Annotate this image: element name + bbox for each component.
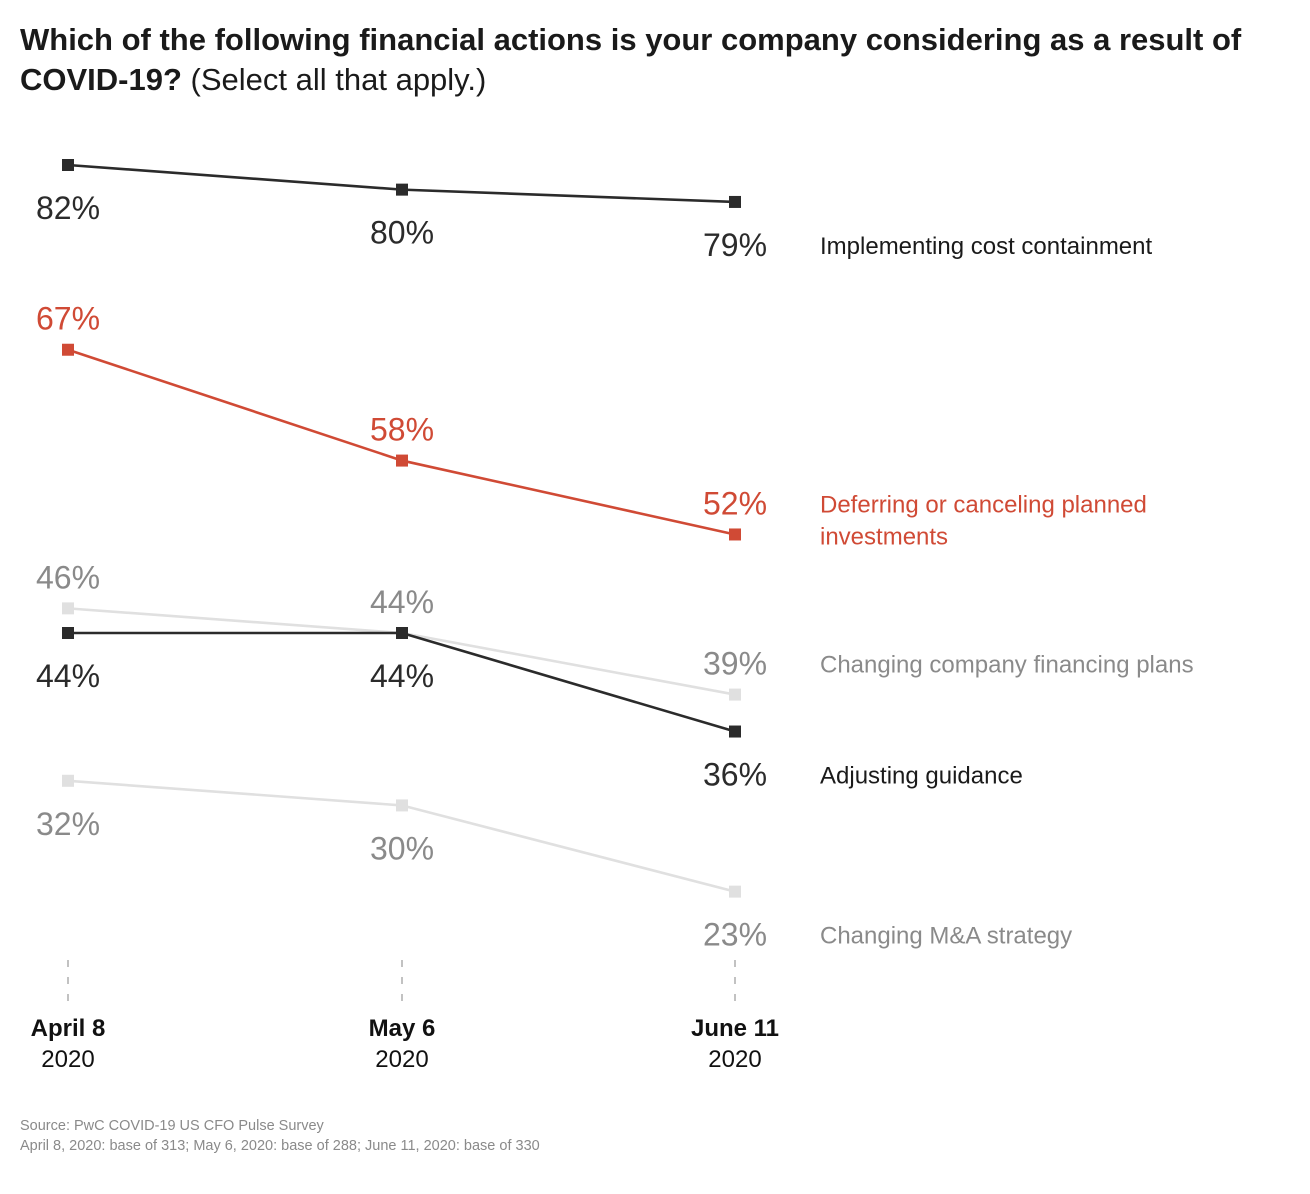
data-label: 39% (703, 646, 767, 682)
data-point-marker (729, 688, 741, 701)
data-label: 46% (36, 559, 100, 595)
series-legend-label: investments (820, 523, 948, 550)
data-point-marker (62, 627, 74, 640)
data-point-marker (62, 602, 74, 615)
data-label: 52% (703, 485, 767, 521)
data-point-marker (396, 799, 408, 812)
source-note: Source: PwC COVID-19 US CFO Pulse Survey… (20, 1116, 540, 1156)
series-line (67, 163, 736, 204)
series-legend-label: Changing M&A strategy (820, 923, 1072, 950)
data-point-marker (729, 725, 741, 738)
data-label: 82% (36, 190, 100, 226)
data-label: 44% (370, 658, 434, 694)
series-legend-label: Changing company financing plans (820, 652, 1194, 679)
data-label: 44% (36, 658, 100, 694)
chart-title-main: Which of the following financial actions… (20, 22, 1242, 97)
series-legend-label: Adjusting guidance (820, 763, 1023, 790)
chart-title: Which of the following financial actions… (20, 20, 1300, 100)
data-label: 44% (370, 584, 434, 620)
data-point-marker (62, 774, 74, 787)
data-point-marker (62, 343, 74, 356)
data-label: 23% (703, 917, 767, 953)
x-tick-label: June 11 (691, 1015, 779, 1042)
series-legend-label: Implementing cost containment (820, 233, 1153, 260)
data-label: 36% (703, 757, 767, 793)
series-legend-label: Deferring or canceling planned (820, 491, 1147, 518)
x-tick-year: 2020 (41, 1046, 94, 1073)
data-point-marker (396, 627, 408, 640)
data-point-marker (729, 885, 741, 898)
source-line: Source: PwC COVID-19 US CFO Pulse Survey (20, 1118, 324, 1134)
data-label: 58% (370, 412, 434, 448)
chart-subtitle: (Select all that apply.) (181, 62, 487, 97)
data-label: 80% (370, 215, 434, 251)
data-point-marker (396, 183, 408, 196)
data-label: 32% (36, 806, 100, 842)
x-tick-label: May 6 (369, 1015, 436, 1042)
data-point-marker (62, 159, 74, 171)
data-point-marker (729, 195, 741, 208)
x-tick-year: 2020 (375, 1046, 428, 1073)
data-point-marker (396, 454, 408, 467)
x-tick-label: April 8 (31, 1015, 106, 1042)
data-point-marker (729, 528, 741, 541)
data-label: 67% (36, 301, 100, 337)
data-label: 30% (370, 830, 434, 866)
data-label: 79% (703, 227, 767, 263)
base-sizes-line: April 8, 2020: base of 313; May 6, 2020:… (20, 1138, 540, 1154)
x-tick-year: 2020 (708, 1046, 761, 1073)
